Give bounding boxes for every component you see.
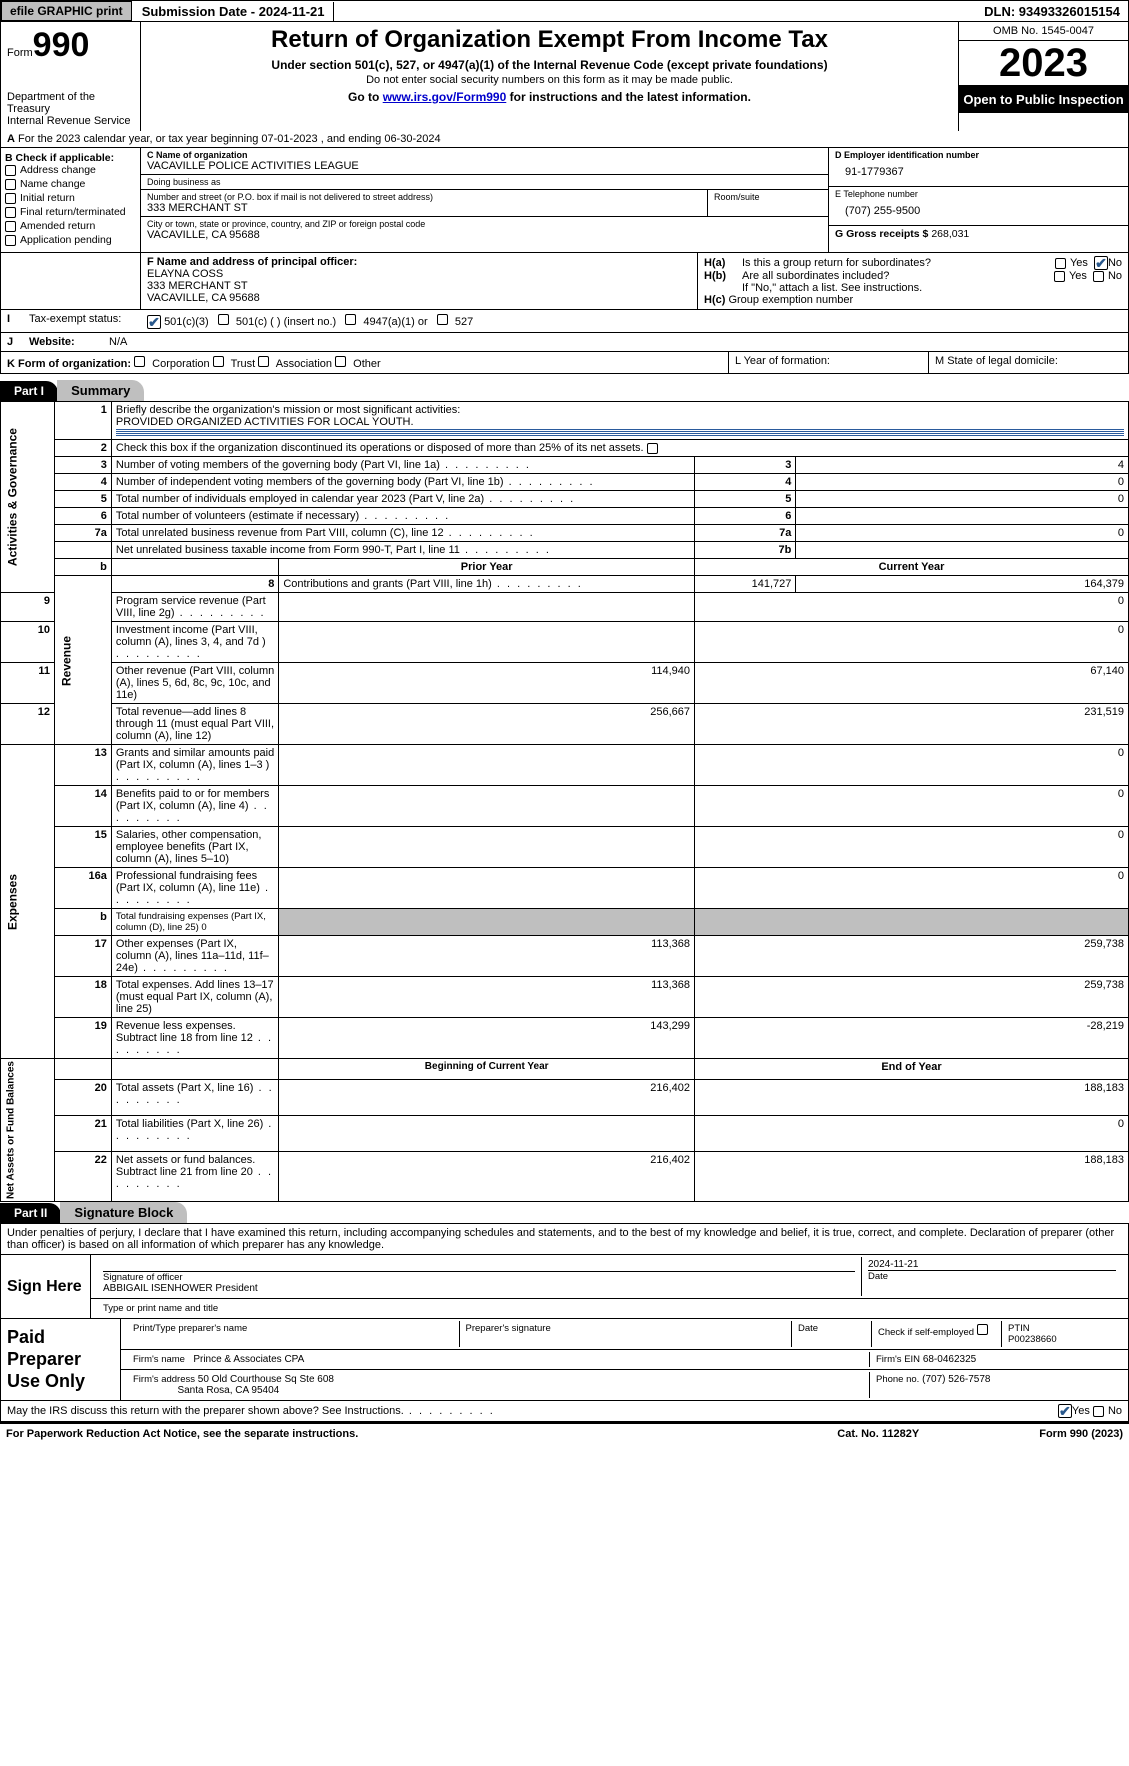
i-501c3-checked[interactable]: [147, 315, 161, 329]
sign-here-label: Sign Here: [1, 1255, 91, 1318]
box-j: J Website: N/A: [0, 333, 1129, 352]
entity-grid: B Check if applicable: Address change Na…: [0, 148, 1129, 253]
checkbox-name-change[interactable]: [5, 179, 16, 190]
line2: Check this box if the organization disco…: [116, 442, 644, 454]
hb-yes[interactable]: [1054, 271, 1065, 282]
subtitle-2: Do not enter social security numbers on …: [147, 74, 952, 86]
box-i: I Tax-exempt status: 501(c)(3) 501(c) ( …: [0, 310, 1129, 333]
firm-addr1: 50 Old Courthouse Sq Ste 608: [198, 1374, 334, 1385]
preparer-sig-lbl: Preparer's signature: [460, 1321, 793, 1347]
row-6: 6Total number of volunteers (estimate if…: [1, 508, 1129, 525]
line1-value: PROVIDED ORGANIZED ACTIVITIES FOR LOCAL …: [116, 416, 414, 428]
section-revenue: Revenue: [55, 576, 112, 745]
sign-date: 2024-11-21: [868, 1259, 918, 1270]
prior-year-hdr: Prior Year: [279, 559, 695, 576]
box-d: D Employer identification number 91-1779…: [829, 148, 1128, 187]
box-b: B Check if applicable: Address change Na…: [1, 148, 141, 252]
subtitle-3: Go to www.irs.gov/Form990 for instructio…: [147, 90, 952, 104]
box-c-city: City or town, state or province, country…: [141, 217, 828, 243]
current-year-hdr: Current Year: [695, 559, 1129, 576]
end-year-hdr: End of Year: [695, 1059, 1129, 1080]
line1-label: Briefly describe the organization's miss…: [116, 404, 460, 416]
checkbox-amended[interactable]: [5, 221, 16, 232]
addr-value: 333 MERCHANT ST: [147, 202, 701, 214]
box-b-title: B Check if applicable:: [5, 152, 136, 164]
preparer-name-lbl: Print/Type preparer's name: [127, 1321, 460, 1347]
row-7a: 7aTotal unrelated business revenue from …: [1, 525, 1129, 542]
line2-checkbox[interactable]: [647, 443, 658, 454]
discuss-row: May the IRS discuss this return with the…: [0, 1401, 1129, 1422]
form-header: Form990 Department of the Treasury Inter…: [0, 22, 1129, 131]
part1-title: Summary: [57, 380, 144, 401]
addr-label: Number and street (or P.O. box if mail i…: [147, 192, 701, 202]
self-employed: Check if self-employed: [872, 1321, 1002, 1347]
tax-year: 2023: [959, 41, 1128, 86]
box-h: H(a) Is this a group return for subordin…: [698, 253, 1128, 309]
k-assoc[interactable]: [258, 356, 269, 367]
part2-header: Part II: [0, 1203, 61, 1223]
firm-name: Prince & Associates CPA: [193, 1354, 304, 1365]
form-title: Return of Organization Exempt From Incom…: [147, 26, 952, 54]
form-number: Form990: [7, 26, 134, 65]
top-bar: efile GRAPHIC print Submission Date - 20…: [0, 0, 1129, 22]
ha-no-checked[interactable]: [1094, 256, 1108, 270]
part1-header: Part I: [0, 381, 58, 401]
irs-link[interactable]: www.irs.gov/Form990: [383, 90, 507, 104]
part2-title: Signature Block: [60, 1202, 187, 1223]
omb-number: OMB No. 1545-0047: [959, 22, 1128, 41]
box-c-name: C Name of organization VACAVILLE POLICE …: [141, 148, 828, 175]
room-label: Room/suite: [714, 192, 822, 202]
checkbox-final-return[interactable]: [5, 207, 16, 218]
dept-treasury: Department of the Treasury Internal Reve…: [7, 91, 134, 127]
footer: For Paperwork Reduction Act Notice, see …: [0, 1422, 1129, 1444]
section-ag: Activities & Governance: [1, 402, 55, 593]
row-5: 5Total number of individuals employed in…: [1, 491, 1129, 508]
efile-button[interactable]: efile GRAPHIC print: [1, 1, 132, 21]
box-c-dba: Doing business as: [141, 175, 828, 190]
i-527[interactable]: [437, 314, 448, 325]
checkbox-initial-return[interactable]: [5, 193, 16, 204]
self-emp-checkbox[interactable]: [977, 1324, 988, 1335]
firm-ein: 68-0462325: [923, 1354, 976, 1365]
box-g: G Gross receipts $ 268,031: [829, 226, 1128, 242]
row-7b: Net unrelated business taxable income fr…: [1, 542, 1129, 559]
paid-preparer-block: Paid Preparer Use Only Print/Type prepar…: [0, 1319, 1129, 1401]
k-corp[interactable]: [134, 356, 145, 367]
paid-preparer-label: Paid Preparer Use Only: [1, 1319, 121, 1400]
officer-name: ABBIGAIL ISENHOWER President: [103, 1283, 258, 1294]
i-4947[interactable]: [345, 314, 356, 325]
section-expenses: Expenses: [1, 745, 55, 1059]
ptin: P00238660: [1008, 1334, 1057, 1345]
subtitle-1: Under section 501(c), 527, or 4947(a)(1)…: [147, 58, 952, 72]
firm-addr2: Santa Rosa, CA 95404: [177, 1385, 279, 1396]
begin-year-hdr: Beginning of Current Year: [279, 1059, 695, 1080]
hb-no[interactable]: [1093, 271, 1104, 282]
discuss-no[interactable]: [1093, 1406, 1104, 1417]
ha-yes[interactable]: [1055, 258, 1066, 269]
preparer-date-lbl: Date: [792, 1321, 872, 1347]
row-4: 4Number of independent voting members of…: [1, 474, 1129, 491]
i-501c[interactable]: [218, 314, 229, 325]
row-3: 3Number of voting members of the governi…: [1, 457, 1129, 474]
submission-date: Submission Date - 2024-11-21: [134, 2, 334, 21]
box-f: F Name and address of principal officer:…: [141, 253, 698, 309]
checkbox-app-pending[interactable]: [5, 235, 16, 246]
penalty-text: Under penalties of perjury, I declare th…: [0, 1223, 1129, 1255]
checkbox-address-change[interactable]: [5, 165, 16, 176]
name-title-label: Type or print name and title: [97, 1301, 224, 1316]
section-netassets: Net Assets or Fund Balances: [1, 1059, 55, 1202]
discuss-yes-checked[interactable]: [1058, 1404, 1072, 1418]
k-trust[interactable]: [213, 356, 224, 367]
summary-table: Activities & Governance 1 Briefly descri…: [0, 401, 1129, 1202]
k-other[interactable]: [335, 356, 346, 367]
dln: DLN: 93493326015154: [976, 2, 1128, 21]
box-e: E Telephone number (707) 255-9500: [829, 187, 1128, 226]
sign-block: Sign Here Signature of officer ABBIGAIL …: [0, 1255, 1129, 1319]
open-to-public: Open to Public Inspection: [959, 86, 1128, 113]
box-klm: K Form of organization: Corporation Trus…: [0, 352, 1129, 374]
firm-phone: (707) 526-7578: [922, 1374, 990, 1385]
line-a: A For the 2023 calendar year, or tax yea…: [0, 131, 1129, 148]
